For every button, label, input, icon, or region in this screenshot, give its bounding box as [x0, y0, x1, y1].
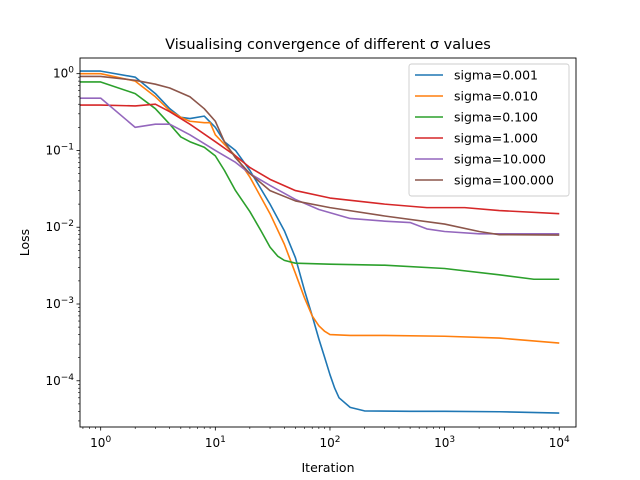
legend-label-4: sigma=10.000: [454, 152, 546, 167]
y-tick-label-1: 10−3: [45, 296, 74, 311]
x-tick-label-2: 102: [319, 435, 340, 450]
axes-frame: [79, 57, 577, 428]
x-tick-label-4: 104: [549, 435, 570, 450]
x-axis-label: Iteration: [301, 460, 354, 475]
y-axis-ticks: 10−4 10−3 10−2 10−1 100: [45, 66, 80, 422]
chart-title: Visualising convergence of different σ v…: [165, 37, 491, 53]
series-lines: [80, 70, 560, 414]
series-line-3: [80, 103, 560, 215]
x-tick-label-1: 101: [205, 435, 226, 450]
series-line-0: [80, 70, 560, 414]
y-tick-label-4: 100: [53, 66, 74, 81]
legend-label-3: sigma=1.000: [454, 131, 538, 146]
y-axis-label: Loss: [17, 229, 32, 256]
legend: sigma=0.001 sigma=0.010 sigma=0.100 sigma=1…: [408, 63, 570, 197]
legend-label-1: sigma=0.010: [454, 89, 538, 104]
series-line-5: [80, 75, 560, 236]
plot-area: [79, 57, 577, 428]
legend-label-2: sigma=0.100: [454, 110, 538, 125]
x-tick-label-3: 103: [434, 435, 455, 450]
series-line-1: [80, 72, 560, 344]
series-line-2: [80, 81, 560, 281]
x-tick-label-0: 100: [90, 435, 111, 450]
x-axis-ticks: 100 101 102 103 104: [82, 427, 570, 450]
y-tick-label-3: 10−1: [45, 142, 74, 157]
y-tick-label-2: 10−2: [45, 219, 74, 234]
legend-label-0: sigma=0.001: [454, 68, 538, 83]
legend-box: [408, 63, 570, 197]
y-tick-label-0: 10−4: [45, 373, 74, 388]
legend-label-5: sigma=100.000: [454, 173, 554, 188]
series-line-4: [80, 97, 560, 235]
